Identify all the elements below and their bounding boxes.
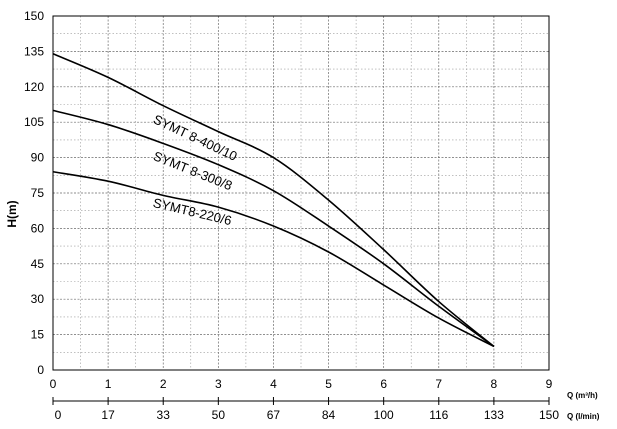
major-grid (53, 16, 549, 370)
series-label-symt8-220-6: SYMT8-220/6 (152, 195, 234, 228)
x-tick-label: 5 (325, 377, 332, 391)
x2-tick-label: 150 (539, 408, 559, 422)
minor-grid (53, 16, 549, 370)
x2-tick-label: 33 (157, 408, 171, 422)
plot-frame (52, 15, 550, 371)
x2-tick-label: 0 (55, 408, 62, 422)
y-tick-label: 15 (31, 328, 45, 342)
x2-tick-label: 67 (267, 408, 281, 422)
x2-tick-label: 133 (484, 408, 504, 422)
y-tick-label: 90 (31, 151, 45, 165)
y-tick-label: 135 (24, 44, 44, 58)
x-tick-label: 7 (435, 377, 442, 391)
x-axis-ticks: 0 1 2 3 4 5 6 7 8 9 (50, 377, 553, 391)
x-tick-label: 3 (215, 377, 222, 391)
y-tick-label: 105 (24, 115, 44, 129)
x-tick-label: 2 (160, 377, 167, 391)
x2-tick-label: 84 (322, 408, 336, 422)
y-tick-label: 150 (24, 9, 44, 23)
x-tick-label: 4 (270, 377, 277, 391)
y-tick-label: 75 (31, 186, 45, 200)
x-tick-label: 9 (546, 377, 553, 391)
y-tick-label: 45 (31, 257, 45, 271)
x2-axis-label: Q (l/min) (567, 412, 600, 421)
x-tick-label: 8 (491, 377, 498, 391)
x2-tick-label: 100 (374, 408, 394, 422)
series-line-symt-8-300-8 (52, 109, 495, 348)
x-tick-label: 6 (380, 377, 387, 391)
series-line-symt-8-400-10 (52, 53, 495, 348)
series-lines (52, 53, 495, 348)
y-tick-label: 120 (24, 80, 44, 94)
y-axis-label: H(m) (5, 200, 19, 227)
y-tick-label: 30 (31, 292, 45, 306)
x-tick-label: 1 (105, 377, 112, 391)
x-axis-label: Q (m³/h) (567, 391, 598, 400)
x2-tick-label: 17 (101, 408, 115, 422)
y-tick-label: 60 (31, 221, 45, 235)
x-tick-label: 0 (50, 377, 57, 391)
secondary-x-axis: 0 17 33 50 67 84 100 116 133 150 (52, 397, 559, 422)
x2-tick-label: 50 (212, 408, 226, 422)
series-line-symt8-220-6 (52, 170, 495, 348)
y-tick-label: 0 (37, 363, 44, 377)
y-axis-ticks: 0 15 30 45 60 75 90 105 120 135 150 (24, 9, 44, 377)
x2-tick-label: 116 (429, 408, 448, 422)
